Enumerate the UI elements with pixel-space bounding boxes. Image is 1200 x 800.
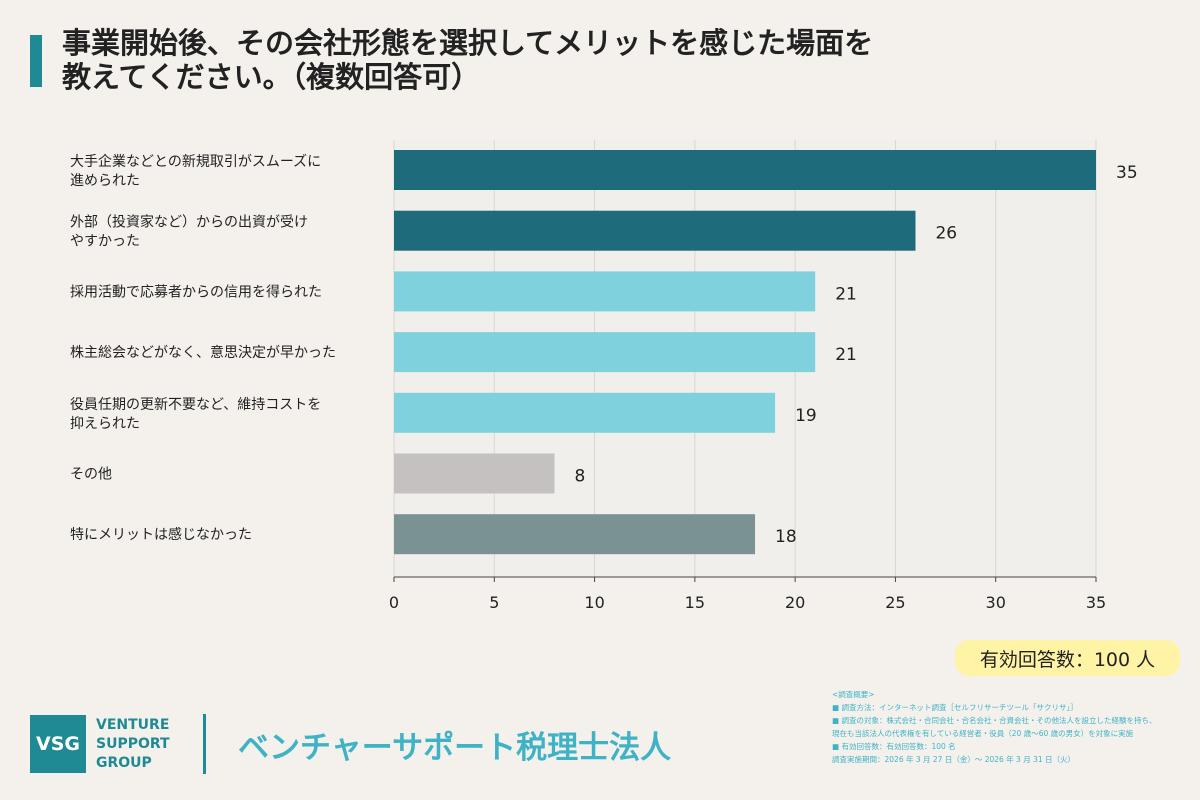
vsg-logo-words: VENTURE SUPPORT GROUP [96, 716, 191, 773]
logo-word: SUPPORT [96, 736, 170, 752]
survey-note-line: ■ 有効回答数：有効回答数：100 名 [832, 742, 956, 751]
vsg-logo-mark: VSG [30, 715, 86, 773]
logo-word: GROUP [96, 755, 152, 771]
data-label: 26 [935, 224, 957, 244]
category-label: 採用活動で応募者からの信用を得られた [70, 283, 322, 300]
data-label: 21 [835, 345, 857, 365]
data-label: 8 [574, 467, 585, 487]
survey-note-line: ■ 調査方法：インターネット調査［セルフリサーチツール「サクリサ」］ [832, 703, 1078, 712]
x-tick-label: 10 [584, 593, 604, 612]
x-tick-label: 5 [489, 593, 499, 612]
data-label: 19 [795, 406, 817, 426]
bar [394, 271, 816, 312]
chart-title: 事業開始後、その会社形態を選択してメリットを感じた場面を 教えてください。（複数… [62, 26, 874, 94]
survey-note-line: 現在も当該法人の代表権を有している経営者・役員（20 歳〜60 歳の男女）を対象… [832, 729, 1134, 738]
bar [394, 453, 555, 494]
x-tick-label: 30 [986, 593, 1006, 612]
company-name: ベンチャーサポート税理士法人 [238, 730, 672, 766]
x-tick-label: 20 [785, 593, 805, 612]
respondents-badge: 有効回答数：100 人 [955, 640, 1180, 676]
bar-chart: 0 5 10 15 20 25 30 35 35 大手企業などとの新規取引がスムーズに進められた 2… [70, 140, 1138, 612]
x-tick-label: 35 [1086, 593, 1106, 612]
category-label: 株主総会などがなく、意思決定が早かった [70, 344, 336, 361]
x-tick-label: 25 [885, 593, 905, 612]
bar [394, 514, 756, 555]
bar [394, 392, 776, 433]
category-label: 役員任期の更新不要など、維持コストを抑えられた [70, 397, 321, 432]
bar [394, 332, 816, 373]
category-label: 特にメリットは感じなかった [70, 526, 252, 543]
category-label: 大手企業などとの新規取引がスムーズに進められた [70, 153, 321, 189]
logo-word: VENTURE [96, 717, 170, 733]
x-tick-label: 0 [389, 593, 399, 612]
data-label: 35 [1116, 163, 1138, 183]
survey-notes: <調査概要> ■ 調査方法：インターネット調査［セルフリサーチツール「サクリサ」… [832, 688, 1192, 766]
category-label: その他 [70, 467, 112, 483]
category-label: 外部（投資家など）からの出資が受けやすかった [70, 214, 308, 250]
survey-note-line: 調査実施期間：2026 年 3 月 27 日（金）〜 2026 年 3 月 31… [832, 755, 1076, 764]
x-tick-label: 15 [685, 593, 705, 612]
logo-divider [203, 714, 206, 774]
survey-note-line: ■ 調査の対象：株式会社・合同会社・合名会社・合資会社・その他法人を設立した経験… [832, 716, 1157, 725]
bar [394, 150, 1096, 190]
title-accent-bar [30, 35, 42, 87]
data-label: 21 [835, 284, 857, 304]
bar [394, 210, 916, 251]
data-label: 18 [775, 527, 797, 547]
survey-note-line: <調査概要> [832, 690, 875, 699]
